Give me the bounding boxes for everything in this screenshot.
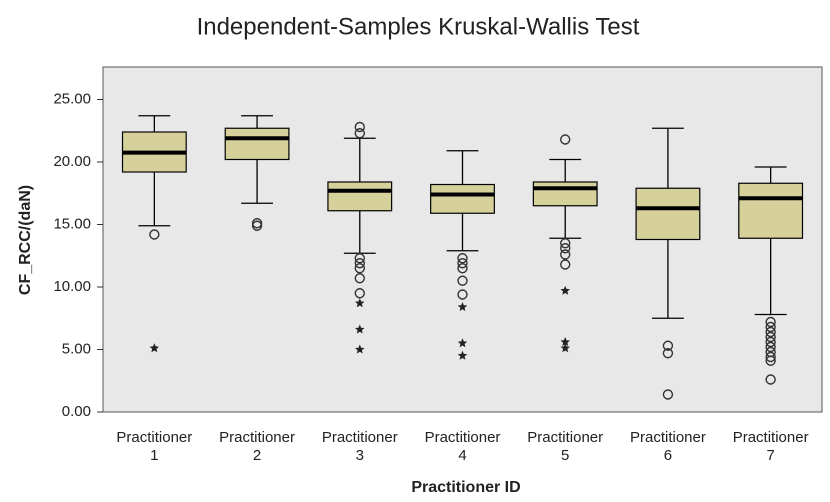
x-tick-label: 2 [253,447,261,464]
outlier [354,263,365,274]
outlier [765,374,776,385]
x-tick-label: 4 [458,447,466,464]
x-tick-label: Practitioner [322,429,398,446]
box [635,187,701,241]
chart-title: Independent-Samples Kruskal-Wallis Test [197,13,640,40]
outlier [354,258,365,269]
extreme [457,338,468,348]
y-tick-label: 10.00 [53,278,91,295]
outlier [765,336,776,348]
outlier [560,238,571,249]
outlier [354,128,365,139]
extreme [149,343,160,353]
x-tick-label: Practitioner [527,429,603,446]
extreme [560,285,570,295]
x-tick-label: Practitioner [733,429,809,446]
outlier [560,243,571,254]
outlier [354,288,365,299]
outlier [765,316,776,328]
outlier [765,326,776,338]
outlier [662,389,674,400]
outlier [662,340,674,351]
outlier [457,289,468,300]
box [738,182,804,239]
x-tick-label: Practitioner [425,429,501,446]
outlier [457,275,468,286]
outlier [354,253,365,264]
outlier [560,134,571,145]
outlier [560,259,571,270]
box [327,181,393,212]
outlier [662,348,674,359]
outlier [765,341,776,353]
y-tick-label: 25.00 [53,90,91,107]
outlier [457,253,468,264]
outlier [354,121,365,133]
outlier [560,249,571,260]
outlier [765,351,776,363]
outlier [354,273,365,284]
outlier [765,321,776,333]
y-axis-title: CF_RCC/(daN) [17,185,34,295]
y-tick-label: 20.00 [53,153,91,170]
extreme [457,350,468,360]
y-tick-label: 0.00 [62,403,91,420]
x-tick-label: Practitioner [116,429,192,446]
x-tick-label: 7 [766,447,774,464]
outlier [765,355,776,366]
extreme [355,324,365,334]
x-tick-label: Practitioner [219,429,295,446]
x-tick-label: Practitioner [630,429,706,446]
outlier [457,263,468,274]
outlier [149,229,160,240]
box [430,183,495,214]
outlier [251,220,263,231]
x-tick-label: 3 [356,447,364,464]
box [224,127,290,161]
extreme [457,302,468,311]
extreme [355,344,365,354]
extreme [560,343,570,353]
x-tick-label: 6 [664,447,672,464]
extreme [355,298,365,308]
y-tick-label: 5.00 [62,340,91,357]
extreme [560,337,570,346]
x-tick-label: 5 [561,447,569,464]
x-tick-label: 1 [150,447,158,464]
box [532,181,598,207]
outlier [765,331,776,343]
x-axis-title: Practitioner ID [411,479,520,496]
outlier [457,258,468,269]
y-tick-label: 15.00 [53,215,91,232]
